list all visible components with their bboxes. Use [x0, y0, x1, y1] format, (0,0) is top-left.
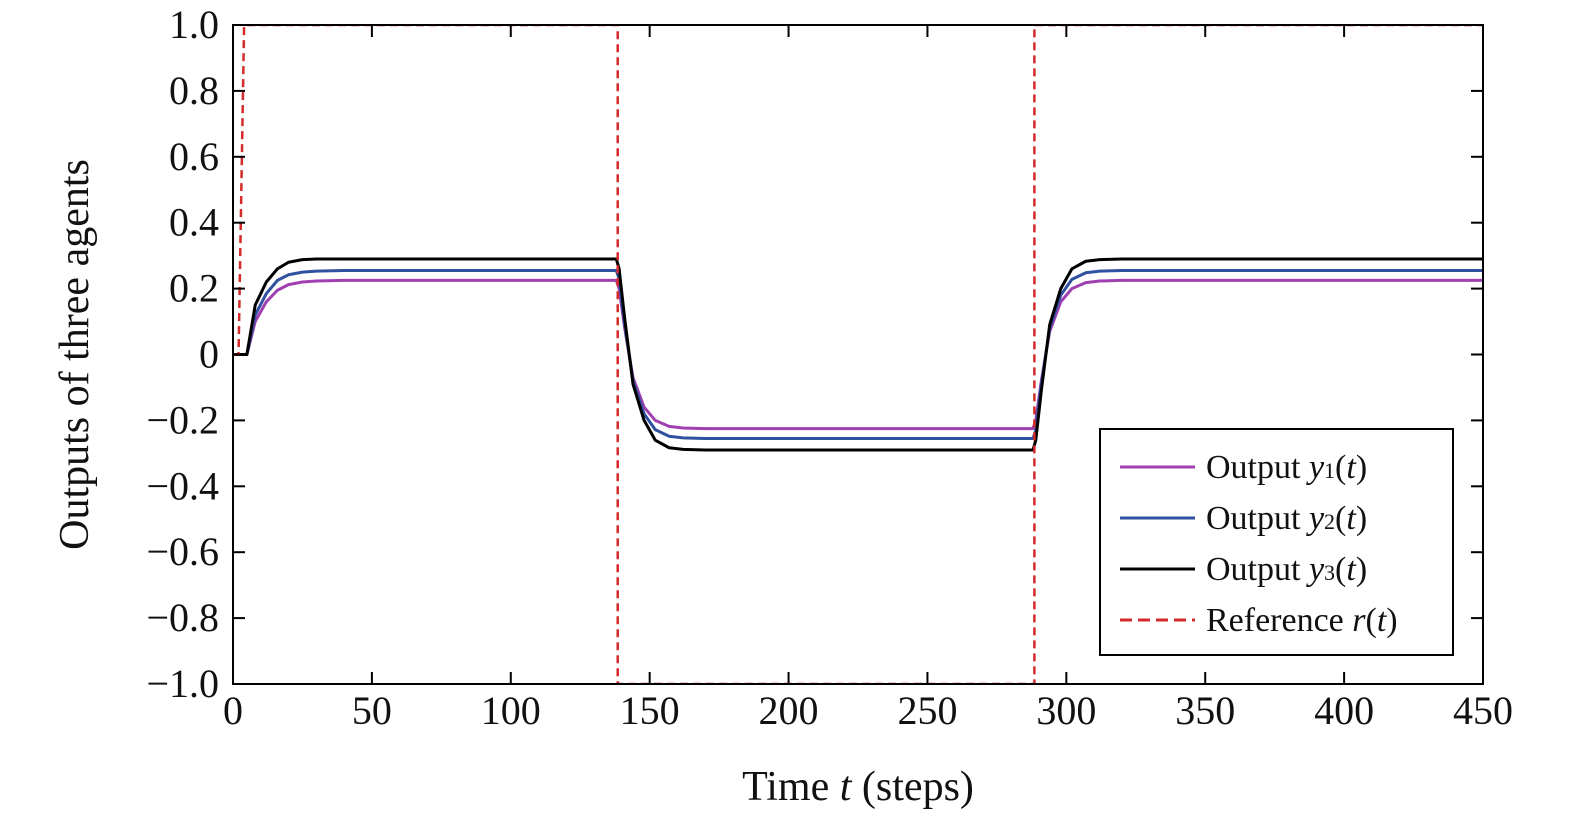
x-axis-label-suffix: (steps) [851, 764, 973, 810]
series-line-4 [233, 24, 1483, 685]
y-tick-label-2: −0.6 [146, 529, 219, 574]
legend-label-2: Output y2(t) [1206, 500, 1367, 537]
legend-label-3: Output y3(t) [1206, 551, 1367, 588]
x-tick-label-1: 50 [352, 688, 392, 733]
series-layer [233, 24, 1483, 685]
x-tick-labels: 0 50 100 150 200 250 300 350 400 450 [223, 688, 1513, 733]
y-tick-label-5: 0 [199, 332, 219, 377]
x-tick-label-0: 0 [223, 688, 243, 733]
x-tick-label-7: 350 [1175, 688, 1235, 733]
y-axis-label: Outputs of three agents [52, 159, 98, 550]
y-tick-label-3: −0.4 [146, 463, 219, 508]
y-tick-label-9: 0.8 [169, 68, 219, 113]
x-axis-label-prefix: Time [742, 764, 840, 810]
y-tick-labels: −1.0 −0.8 −0.6 −0.4 −0.2 0 0.2 0.4 0.6 0.8 1.0 [146, 2, 219, 706]
legend: Output y1(t) Output y2(t) Output y3(t) Refe… [1099, 428, 1454, 656]
y-tick-label-1: −0.8 [146, 595, 219, 640]
ticks-layer [232, 24, 1484, 685]
y-tick-label-8: 0.6 [169, 134, 219, 179]
legend-label-1: Output y1(t) [1206, 449, 1367, 486]
legend-label-4: Reference r(t) [1206, 602, 1398, 639]
x-tick-label-9: 450 [1453, 688, 1513, 733]
x-tick-label-2: 100 [481, 688, 541, 733]
series-line-3 [233, 257, 1483, 452]
x-axis-label: Time t (steps) [742, 764, 974, 810]
x-tick-label-6: 300 [1036, 688, 1096, 733]
y-tick-label-4: −0.2 [146, 397, 219, 442]
series-line-1 [233, 278, 1483, 431]
x-tick-label-8: 400 [1314, 688, 1374, 733]
y-tick-label-10: 1.0 [169, 2, 219, 47]
y-tick-label-0: −1.0 [146, 661, 219, 706]
x-axis-label-var: t [840, 764, 853, 810]
x-tick-label-4: 200 [759, 688, 819, 733]
x-tick-label-3: 150 [620, 688, 680, 733]
x-tick-label-5: 250 [897, 688, 957, 733]
series-line-2 [233, 268, 1483, 441]
y-tick-label-7: 0.4 [169, 200, 219, 245]
y-tick-label-6: 0.2 [169, 266, 219, 311]
